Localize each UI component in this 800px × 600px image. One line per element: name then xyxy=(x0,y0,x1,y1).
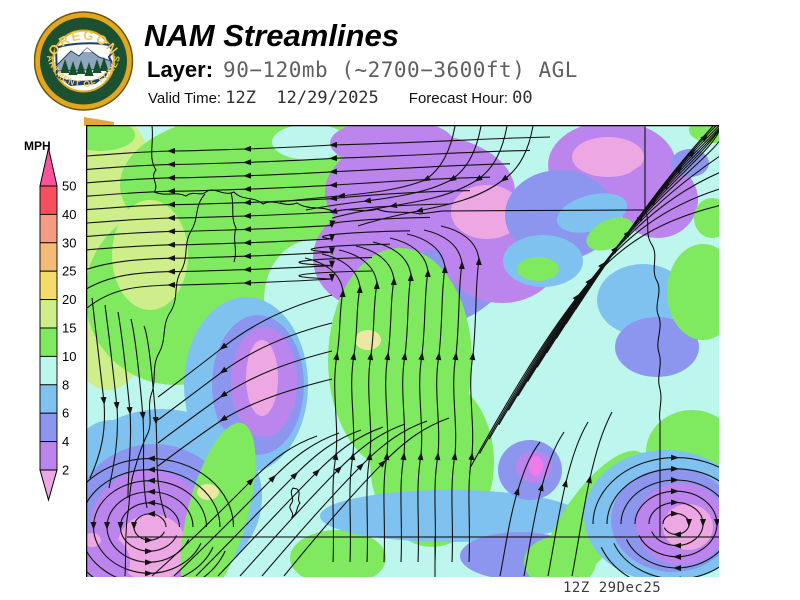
page-title: NAM Streamlines xyxy=(144,18,399,53)
legend-segment xyxy=(39,213,58,244)
trees xyxy=(60,57,109,76)
forecast-hour-label: Forecast Hour: xyxy=(408,90,513,107)
map-canvas xyxy=(86,125,719,577)
legend-tick-label: 15 xyxy=(62,321,76,336)
corner-accent-wedge xyxy=(84,117,114,126)
legend-segment xyxy=(39,327,58,357)
legend-segment xyxy=(39,355,58,386)
legend-segment xyxy=(39,412,58,443)
odf-logo: OREGON DEPARTMENT OF FORESTRY xyxy=(34,11,134,111)
legend-tick-label: 8 xyxy=(62,377,69,392)
legend-segment xyxy=(39,441,58,471)
valid-time-row: Valid Time: 12Z 12/29/2025 Forecast Hour… xyxy=(148,88,533,108)
legend-title: MPH xyxy=(24,139,51,153)
legend-arrow-bottom xyxy=(39,469,58,502)
legend-tick-label: 40 xyxy=(62,207,76,222)
legend-arrow-top xyxy=(39,147,58,187)
valid-time-value: 12Z 12/29/2025 xyxy=(225,88,379,108)
legend-tick-label: 2 xyxy=(62,463,69,478)
legend-tick-label: 4 xyxy=(62,434,69,449)
legend-tick-label: 6 xyxy=(62,406,69,421)
streamlines xyxy=(86,125,719,577)
valid-time-label: Valid Time: xyxy=(148,90,226,107)
forecast-hour-value: 00 xyxy=(512,88,533,108)
water xyxy=(57,75,107,85)
legend-tick-label: 25 xyxy=(62,264,76,279)
legend-segment xyxy=(39,270,58,301)
legend-tick-label: 30 xyxy=(62,235,76,250)
legend-tick-label: 20 xyxy=(62,292,76,307)
legend-segment xyxy=(39,299,58,329)
legend-segment xyxy=(39,242,58,272)
legend-tick-label: 10 xyxy=(62,349,76,364)
layer-row: Layer: 90−120mb (~2700−3600ft) AGL xyxy=(147,57,578,83)
layer-label: Layer: xyxy=(147,57,214,82)
legend-segment xyxy=(39,384,58,414)
layer-value: 90−120mb (~2700−3600ft) AGL xyxy=(223,58,578,82)
logo-emblem xyxy=(54,42,115,87)
snow-cap xyxy=(83,48,92,52)
map-svg xyxy=(86,125,719,577)
legend-segment xyxy=(39,185,58,215)
map-timestamp: 12Z 29Dec25 xyxy=(563,580,662,596)
legend-color-bar: 50 40 30 25 20 15 10 8 6 4 2 xyxy=(39,147,76,502)
legend-tick-label: 50 xyxy=(62,179,76,194)
